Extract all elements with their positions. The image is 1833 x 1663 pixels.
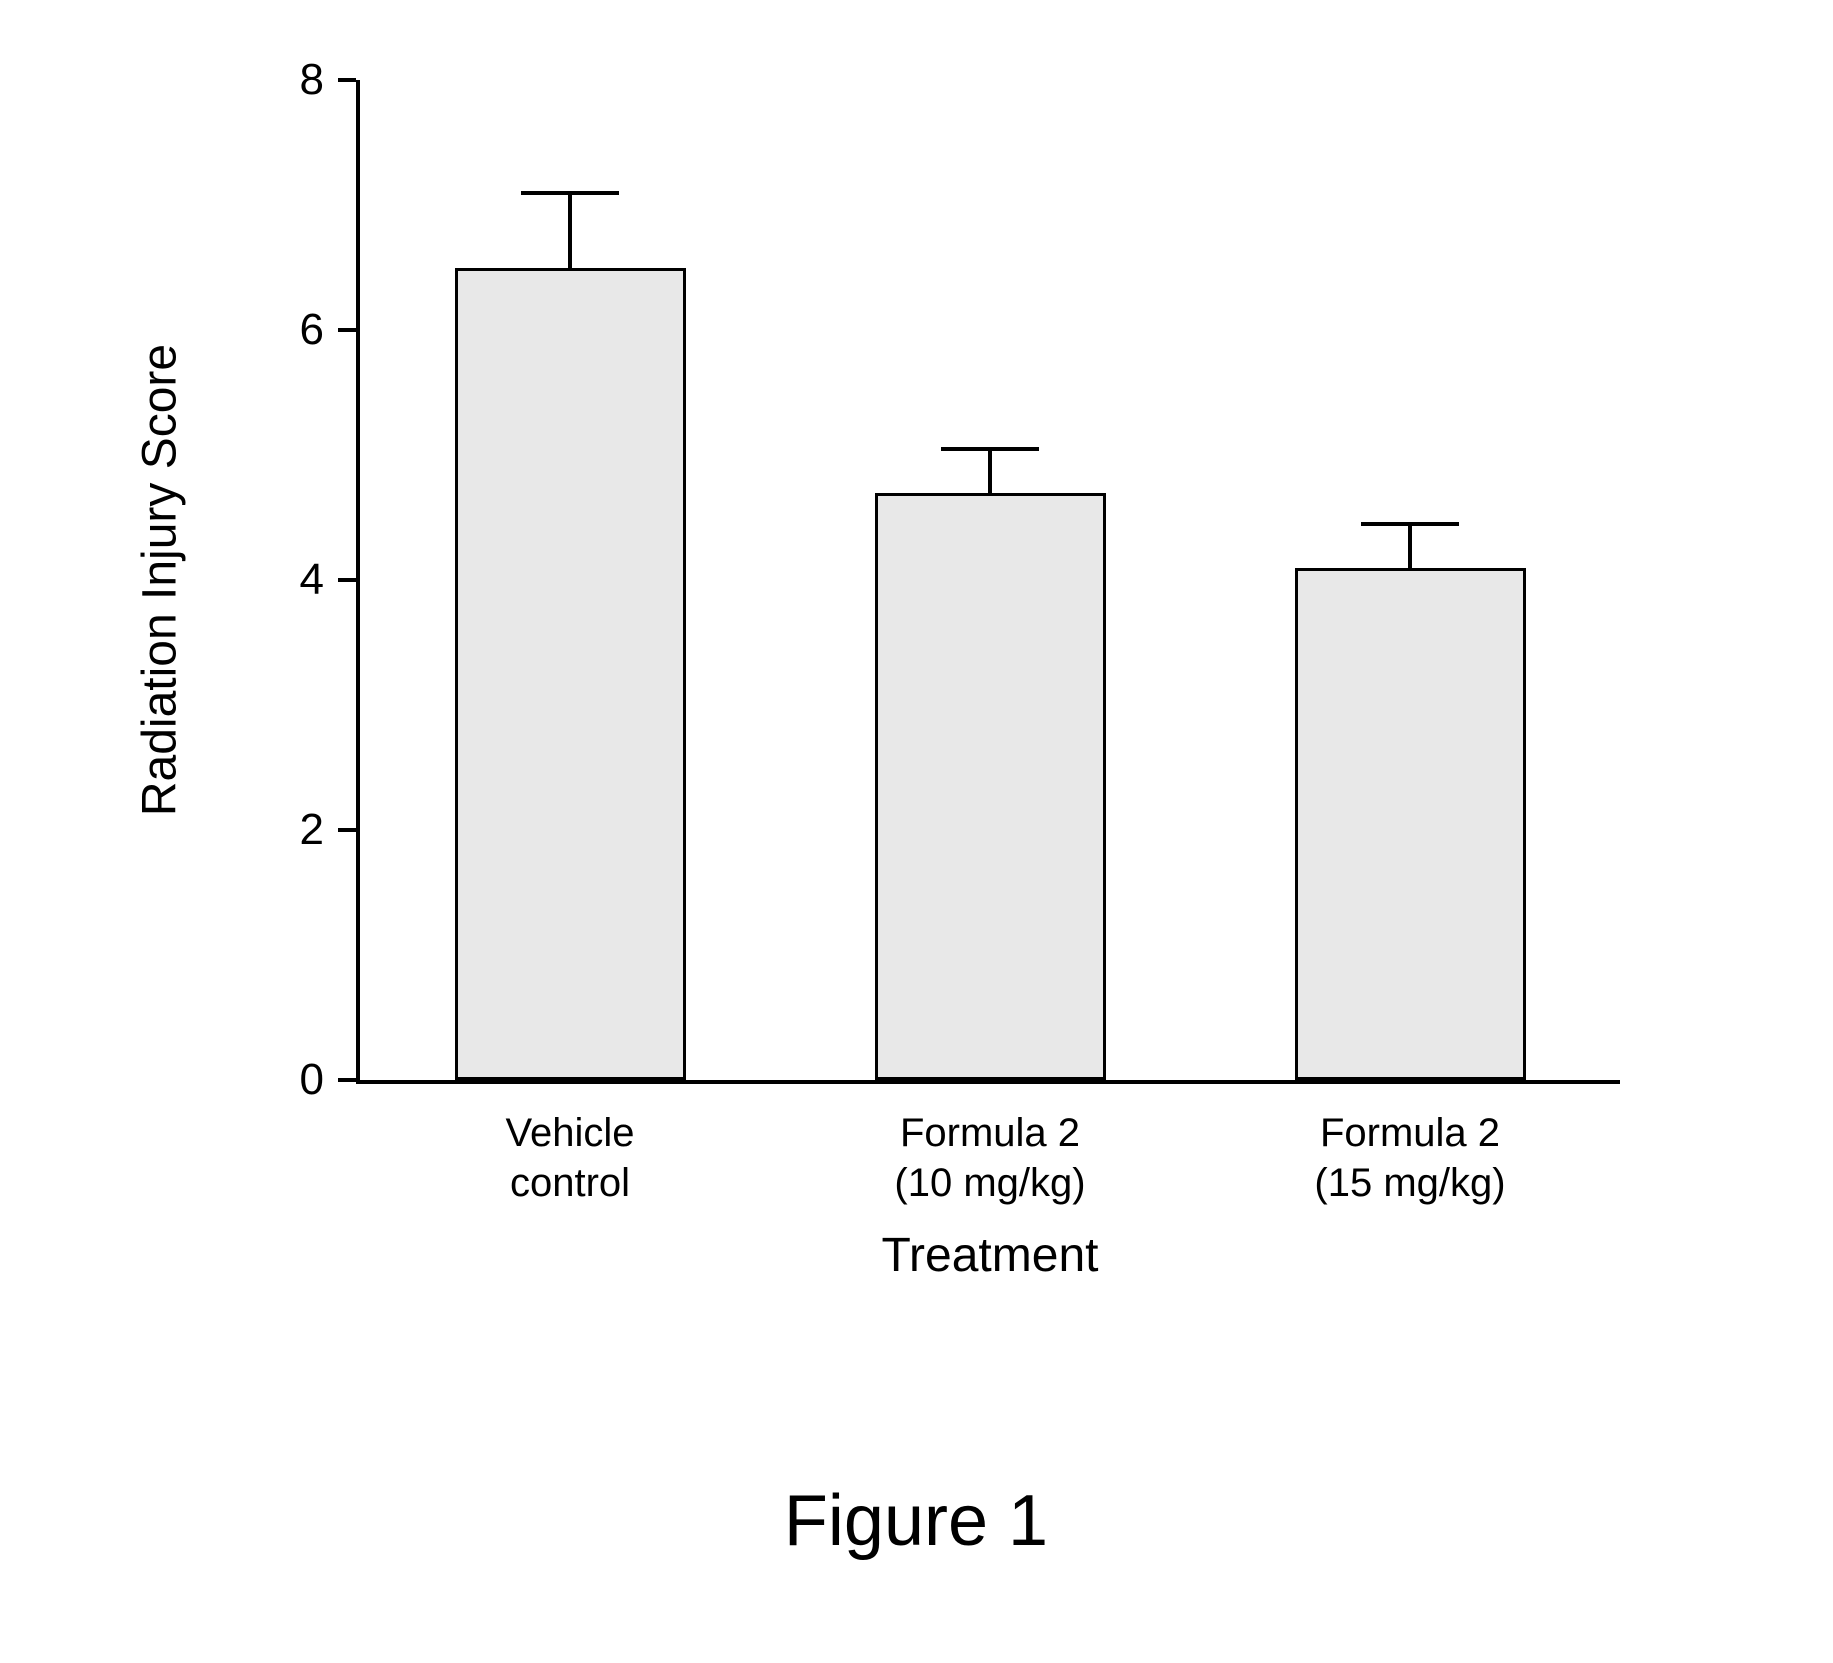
figure-caption: Figure 1	[784, 1480, 1048, 1562]
y-tick-label: 0	[300, 1055, 324, 1105]
x-tick-label: Vehiclecontrol	[506, 1108, 635, 1208]
figure-wrap: Radiation Injury Score Treatment Figure …	[0, 0, 1833, 1663]
y-tick-label: 8	[300, 55, 324, 105]
error-bar-stem	[568, 193, 572, 268]
error-bar-stem	[988, 449, 992, 493]
error-bar-cap	[1361, 522, 1458, 526]
y-tick	[338, 328, 356, 332]
bar	[455, 268, 686, 1081]
y-tick	[338, 78, 356, 82]
bar	[875, 493, 1106, 1081]
y-tick-label: 4	[300, 555, 324, 605]
error-bar-cap	[521, 191, 618, 195]
x-axis-title: Treatment	[882, 1228, 1099, 1283]
y-axis-line	[356, 80, 360, 1080]
y-axis-title: Radiation Injury Score	[133, 344, 188, 816]
y-tick-label: 6	[300, 305, 324, 355]
y-tick	[338, 1078, 356, 1082]
bar	[1295, 568, 1526, 1081]
x-tick-label: Formula 2(15 mg/kg)	[1314, 1108, 1505, 1208]
error-bar-stem	[1408, 524, 1412, 568]
error-bar-cap	[941, 447, 1038, 451]
y-tick-label: 2	[300, 805, 324, 855]
y-tick	[338, 828, 356, 832]
x-axis-line	[356, 1080, 1620, 1084]
x-tick-label: Formula 2(10 mg/kg)	[894, 1108, 1085, 1208]
y-tick	[338, 578, 356, 582]
